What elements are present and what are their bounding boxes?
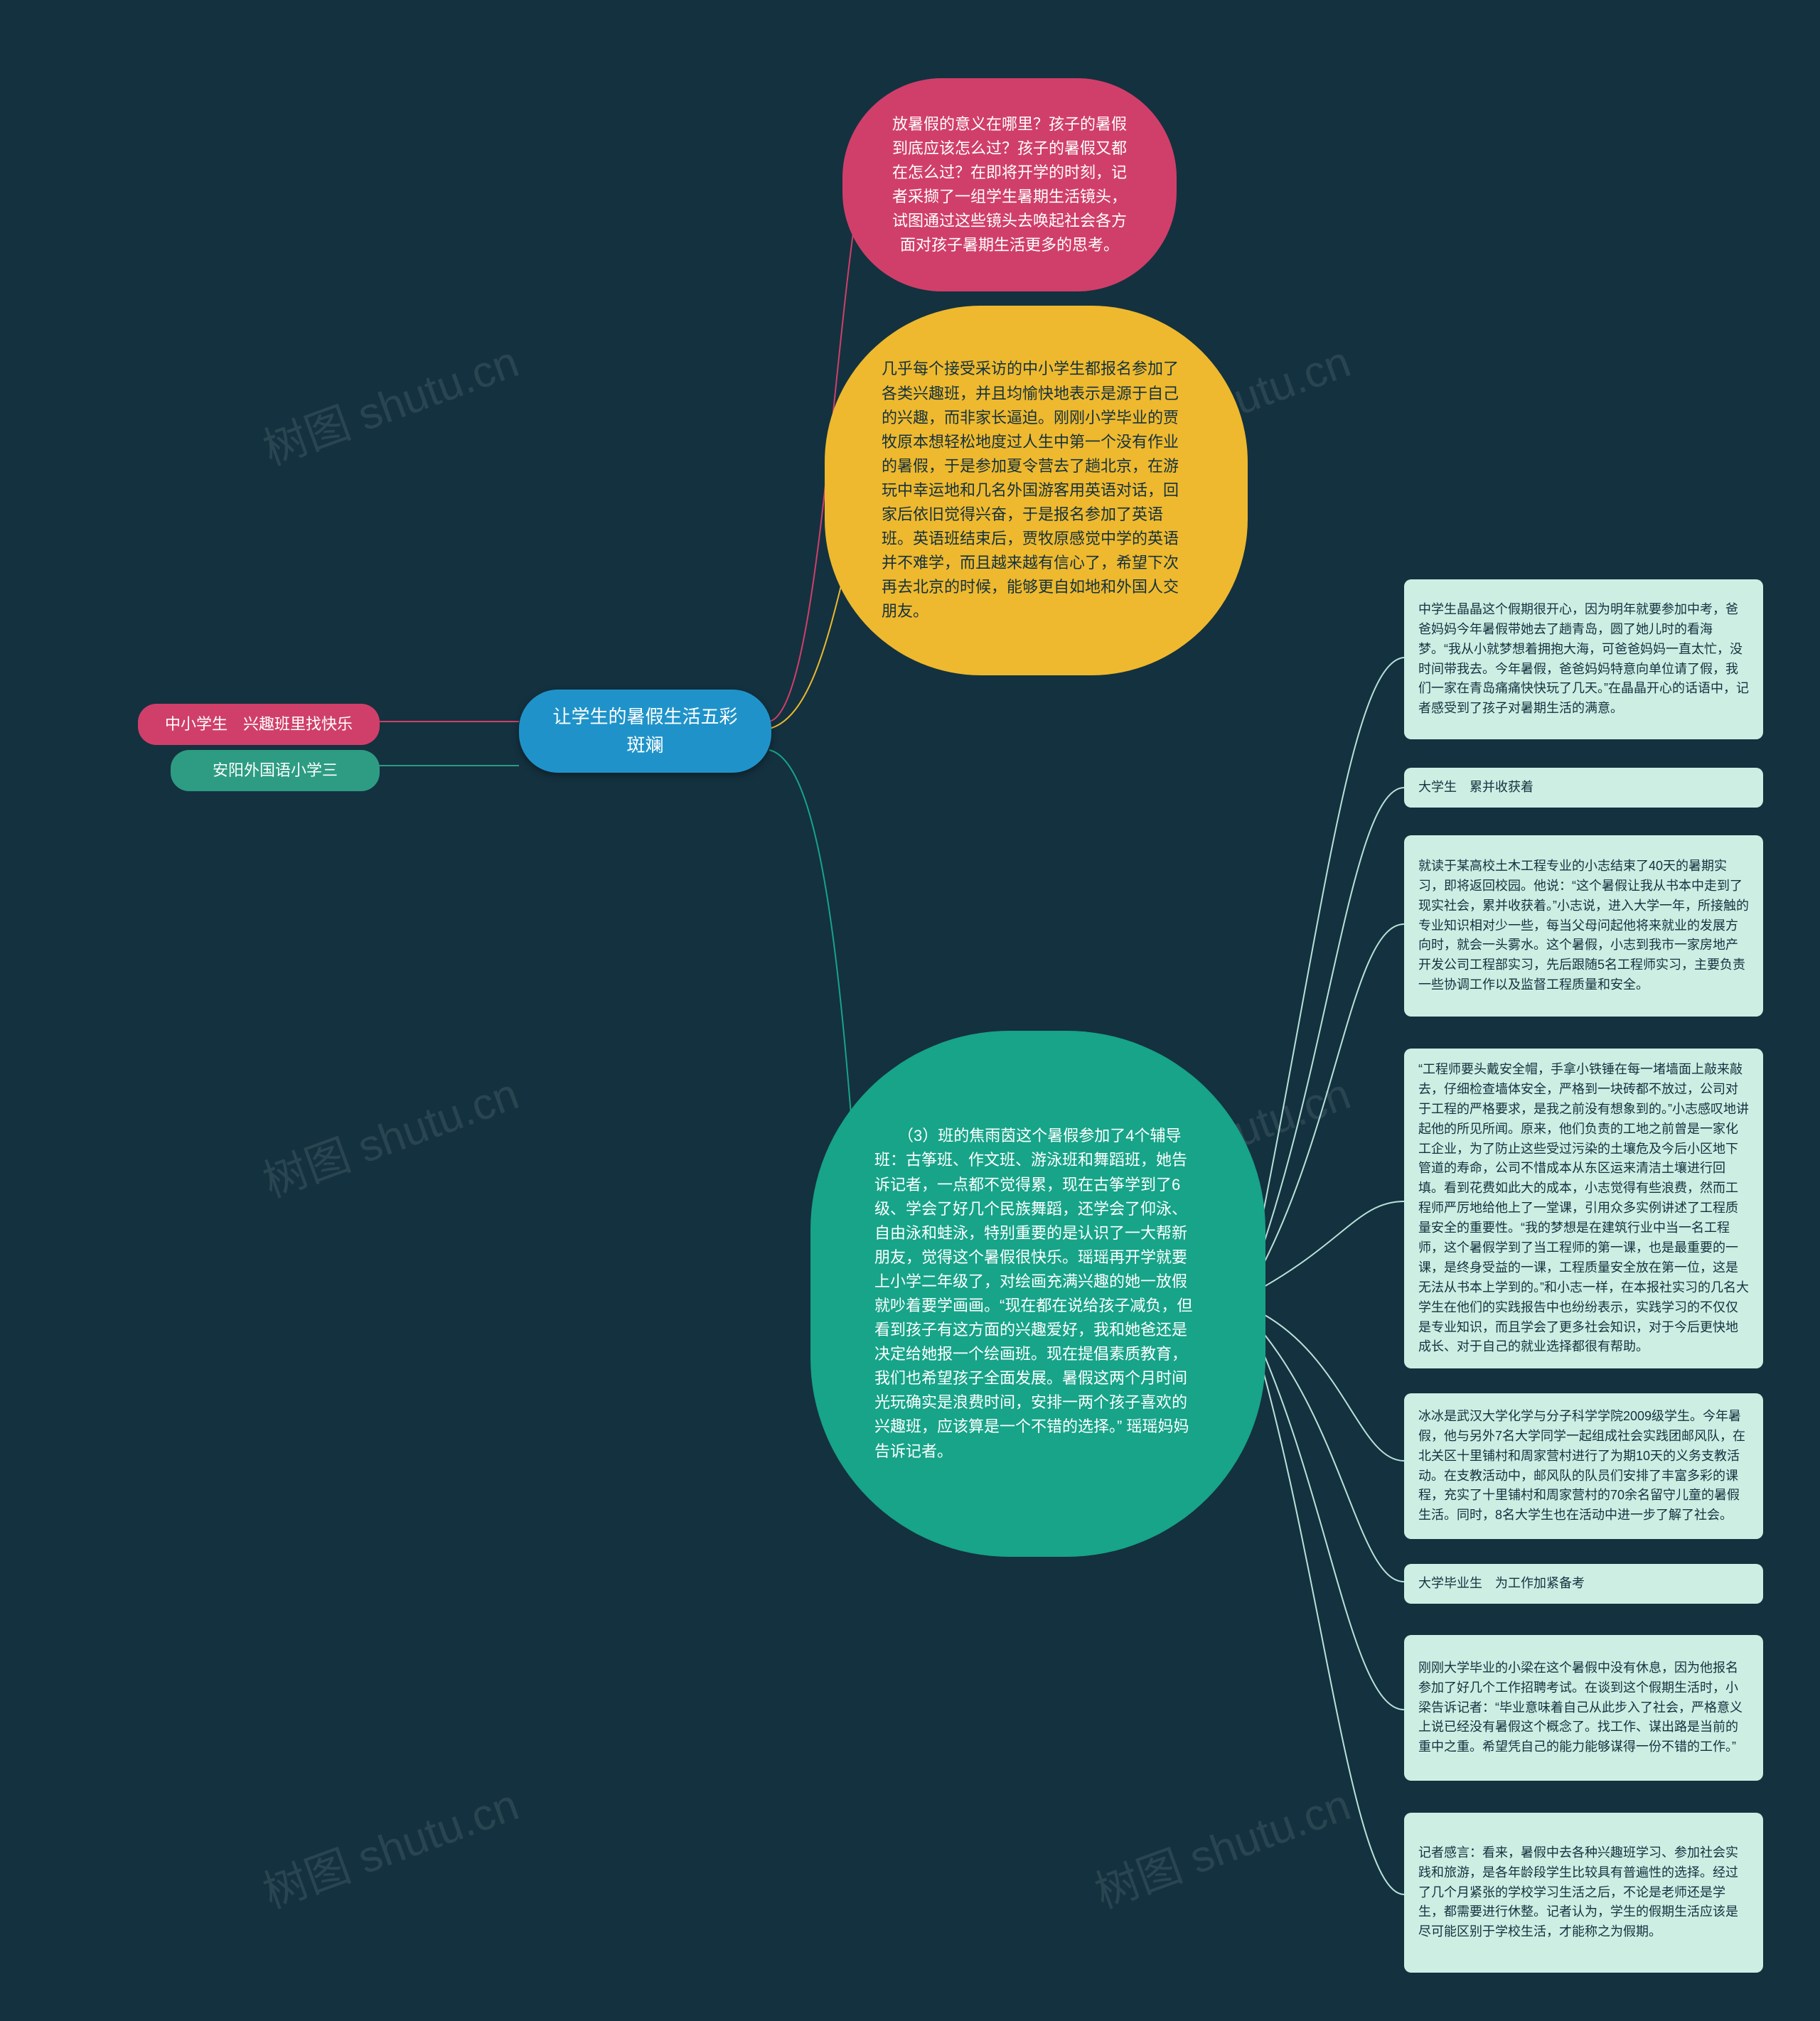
node-d5[interactable]: 冰冰是武汉大学化学与分子科学学院2009级学生。今年暑假，他与另外7名大学同学一… (1404, 1393, 1763, 1539)
watermark: 树图 shutu.cn (253, 1769, 526, 1920)
node-d2[interactable]: 大学生 累并收获着 (1404, 768, 1763, 808)
watermark: 树图 shutu.cn (1085, 1769, 1358, 1920)
watermark: 树图 shutu.cn (253, 1058, 526, 1209)
edge (1251, 1326, 1404, 1710)
mindmap-canvas: 树图 shutu.cn 树图 shutu.cn 树图 shutu.cn 树图 shut… (0, 0, 1820, 2021)
edge (1251, 924, 1404, 1287)
node-d6[interactable]: 大学毕业生 为工作加紧备考 (1404, 1564, 1763, 1604)
edge (1251, 1308, 1404, 1461)
edge (1251, 1329, 1404, 1894)
edge (1251, 788, 1404, 1280)
edge (1251, 1201, 1404, 1294)
node-d4[interactable]: “工程师要头戴安全帽，手拿小铁锤在每一堵墙面上敲来敲去，仔细检查墙体安全，严格到… (1404, 1049, 1763, 1368)
node-d3[interactable]: 就读于某高校土木工程专业的小志结束了40天的暑期实习，即将返回校园。他说：“这个… (1404, 835, 1763, 1017)
node-left2[interactable]: 安阳外国语小学三 (171, 750, 380, 791)
node-d8[interactable]: 记者感言：看来，暑假中去各种兴趣班学习、参加社会实践和旅游，是各年龄段学生比较具… (1404, 1813, 1763, 1973)
node-d7[interactable]: 刚刚大学毕业的小梁在这个暑假中没有休息，因为他报名参加了好几个工作招聘考试。在谈… (1404, 1635, 1763, 1781)
node-d1[interactable]: 中学生晶晶这个假期很开心，因为明年就要参加中考，爸爸妈妈今年暑假带她去了趟青岛，… (1404, 579, 1763, 739)
node-r3[interactable]: （3）班的焦雨茵这个暑假参加了4个辅导班：古筝班、作文班、游泳班和舞蹈班，她告诉… (810, 1031, 1265, 1557)
node-root[interactable]: 让学生的暑假生活五彩斑斓 (519, 690, 771, 773)
edge (1251, 658, 1404, 1272)
node-r2[interactable]: 几乎每个接受采访的中小学生都报名参加了各类兴趣班，并且均愉快地表示是源于自己的兴… (825, 306, 1248, 675)
edge (1251, 1319, 1404, 1582)
node-left1[interactable]: 中小学生 兴趣班里找快乐 (138, 704, 380, 745)
node-r1[interactable]: 放暑假的意义在哪里？孩子的暑假到底应该怎么过？孩子的暑假又都在怎么过？在即将开学… (842, 78, 1177, 291)
watermark: 树图 shutu.cn (253, 326, 526, 477)
